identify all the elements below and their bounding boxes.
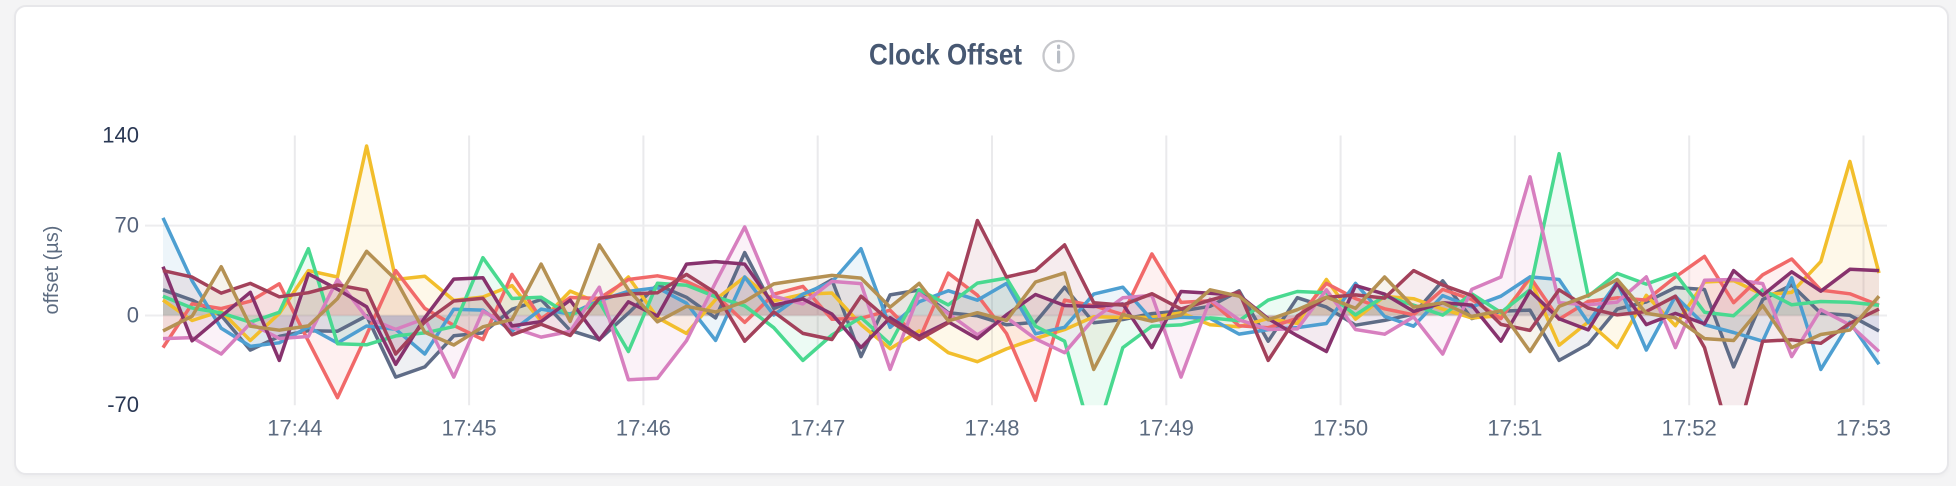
- svg-text:17:50: 17:50: [1313, 416, 1368, 441]
- svg-text:17:53: 17:53: [1836, 416, 1891, 441]
- svg-text:17:45: 17:45: [442, 416, 497, 441]
- svg-text:17:49: 17:49: [1139, 416, 1194, 441]
- svg-text:17:44: 17:44: [267, 416, 322, 441]
- svg-text:17:47: 17:47: [790, 416, 845, 441]
- svg-text:70: 70: [115, 212, 139, 237]
- svg-text:17:51: 17:51: [1487, 416, 1542, 441]
- svg-text:17:46: 17:46: [616, 416, 671, 441]
- svg-text:17:48: 17:48: [964, 416, 1019, 441]
- svg-text:0: 0: [127, 302, 139, 327]
- svg-text:Clock Offset: Clock Offset: [869, 39, 1022, 72]
- svg-text:17:52: 17:52: [1662, 416, 1717, 441]
- svg-text:140: 140: [102, 122, 139, 147]
- svg-text:offset (µs): offset (µs): [41, 226, 63, 315]
- svg-text:-70: -70: [107, 392, 139, 417]
